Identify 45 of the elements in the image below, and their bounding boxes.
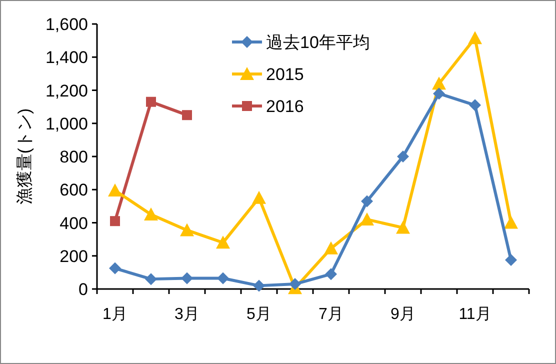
point xyxy=(110,216,120,226)
point xyxy=(180,223,194,236)
y-tick-label: 1,200 xyxy=(45,81,88,100)
point xyxy=(360,212,374,226)
point xyxy=(108,183,122,196)
y-tick-label: 200 xyxy=(60,246,88,266)
x-tick-label: 1月 xyxy=(102,306,128,323)
x-tick-label: 11月 xyxy=(458,306,492,323)
point xyxy=(289,278,301,290)
point xyxy=(505,254,517,266)
point xyxy=(468,31,482,44)
legend-label: 2015 xyxy=(266,65,304,84)
point xyxy=(469,99,481,112)
point xyxy=(361,195,373,208)
y-tick-label: 1,400 xyxy=(45,48,88,68)
point xyxy=(324,241,338,254)
point xyxy=(397,150,409,162)
y-tick-label: 1,600 xyxy=(45,15,88,34)
x-tick-label: 7月 xyxy=(318,306,344,323)
point xyxy=(144,207,158,220)
point xyxy=(504,216,518,229)
point xyxy=(217,272,229,284)
point xyxy=(145,273,157,286)
x-tick-label: 3月 xyxy=(174,306,200,323)
y-tick-label: 800 xyxy=(60,148,88,166)
x-tick-label: 9月 xyxy=(390,306,416,323)
point xyxy=(216,236,230,249)
point xyxy=(146,96,156,107)
point xyxy=(181,272,193,284)
y-tick-label: 1,000 xyxy=(45,114,88,134)
point xyxy=(253,280,265,292)
y-tick-label: 600 xyxy=(60,180,88,200)
point xyxy=(432,76,446,90)
legend-label: 過去10年平均 xyxy=(266,33,370,52)
legend-label: 2016 xyxy=(266,97,304,116)
point xyxy=(433,88,445,100)
y-axis-title: 漁獲量(トン) xyxy=(15,108,34,205)
point xyxy=(396,220,410,234)
x-tick-label: 5月 xyxy=(246,306,272,323)
point xyxy=(325,268,337,280)
point xyxy=(252,190,266,204)
point xyxy=(109,262,121,274)
y-tick-label: 0 xyxy=(78,280,88,299)
y-tick-label: 400 xyxy=(60,214,88,233)
point xyxy=(182,110,192,120)
